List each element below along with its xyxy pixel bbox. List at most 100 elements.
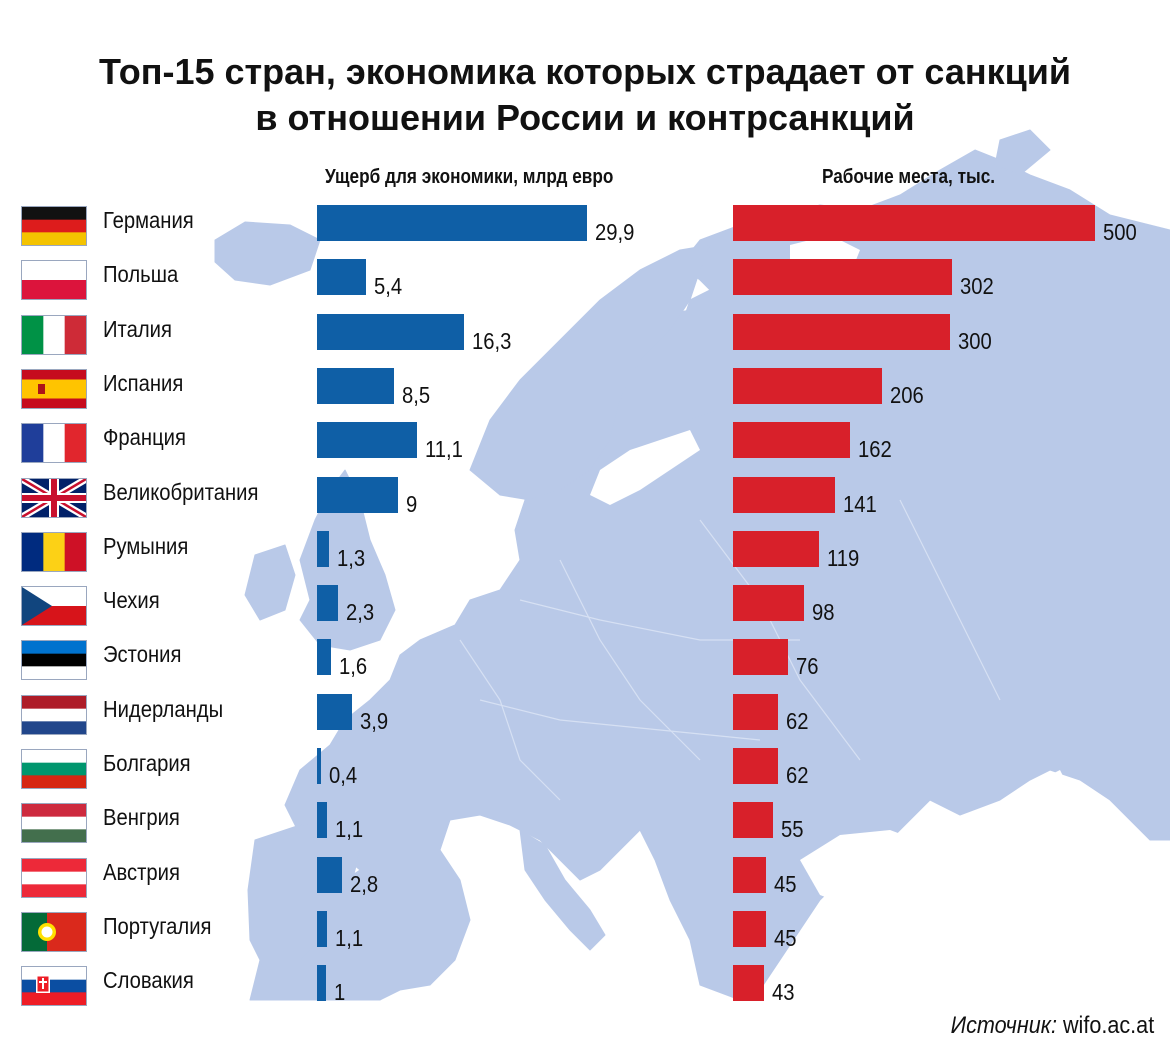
- damage-bar: [317, 856, 343, 893]
- jobs-value-label: 302: [959, 273, 994, 300]
- damage-value-label: 1,1: [334, 816, 364, 843]
- jobs-bar: [733, 476, 836, 513]
- damage-bar: [317, 965, 327, 1002]
- poland-flag-icon: [22, 261, 86, 300]
- jobs-bar: [733, 530, 820, 567]
- damage-bar: [317, 530, 329, 567]
- damage-value-label: 16,3: [472, 327, 512, 354]
- damage-bar: [317, 639, 332, 676]
- jobs-value-label: 43: [772, 979, 795, 1006]
- jobs-bar: [733, 748, 778, 784]
- damage-bar: [317, 476, 399, 513]
- damage-bar: [317, 205, 587, 241]
- country-label: Германия: [103, 207, 194, 233]
- jobs-bar: [733, 856, 766, 893]
- country-label: Чехия: [103, 587, 160, 614]
- damage-value-label: 2,3: [345, 599, 374, 626]
- chart-row: Чехия 2,3 98: [0, 585, 1170, 639]
- source-note: Источник: wifo.ac.at: [950, 1012, 1154, 1040]
- damage-value-label: 11,1: [425, 436, 464, 463]
- chart-row: Испания 8,5 206: [0, 367, 1170, 422]
- damage-bar: [317, 313, 465, 350]
- jobs-bar: [733, 965, 765, 1002]
- damage-value-label: 0,4: [329, 762, 358, 788]
- slovakia-flag-icon: [22, 967, 86, 1006]
- country-label: Польша: [103, 261, 179, 288]
- damage-bar: [317, 367, 394, 404]
- jobs-value-label: 141: [843, 490, 877, 517]
- estonia-flag-icon: [22, 641, 86, 680]
- jobs-bar: [733, 259, 952, 296]
- chart-row: Италия 16,3 300: [0, 313, 1170, 368]
- jobs-bar: [733, 693, 778, 730]
- source-value: wifo.ac.at: [1062, 1012, 1154, 1039]
- country-label: Венгрия: [103, 804, 180, 831]
- uk-flag-icon: [22, 478, 86, 517]
- chart-row: Венгрия 1,1 55: [0, 802, 1170, 856]
- chart-row: Франция 11,1 162: [0, 422, 1170, 476]
- jobs-value-label: 119: [827, 544, 860, 571]
- czechia-flag-icon: [22, 587, 86, 626]
- jobs-bar: [733, 802, 773, 839]
- jobs-value-label: 206: [890, 381, 924, 408]
- damage-value-label: 1,6: [339, 653, 368, 680]
- jobs-bar: [733, 422, 851, 459]
- damage-bar: [317, 802, 327, 839]
- jobs-value-label: 98: [811, 599, 835, 626]
- damage-value-label: 1,3: [336, 544, 365, 571]
- chart-row: Румыния 1,3 119: [0, 530, 1170, 585]
- jobs-column-title: Рабочие места, тыс.: [822, 166, 996, 188]
- netherlands-flag-icon: [22, 695, 86, 734]
- damage-bar: [317, 693, 353, 730]
- jobs-bar: [733, 639, 789, 676]
- country-label: Словакия: [103, 967, 194, 994]
- jobs-value-label: 55: [780, 816, 804, 843]
- damage-value-label: 3,9: [360, 707, 389, 734]
- country-label: Австрия: [103, 858, 180, 885]
- source-label: Источник:: [950, 1012, 1057, 1039]
- chart-row: Австрия 2,8 45: [0, 856, 1170, 911]
- jobs-value-label: 76: [796, 653, 819, 680]
- germany-flag-icon: [22, 207, 86, 245]
- country-label: Испания: [103, 369, 184, 396]
- country-label: Португалия: [103, 912, 212, 939]
- jobs-bar: [733, 313, 951, 350]
- country-label: Нидерланды: [103, 695, 224, 722]
- bulgaria-flag-icon: [22, 750, 86, 788]
- damage-bar: [317, 910, 327, 947]
- damage-column-title: Ущерб для экономики, млрд евро: [325, 166, 614, 188]
- jobs-bar: [733, 205, 1095, 241]
- jobs-value-label: 162: [858, 436, 893, 463]
- country-label: Италия: [103, 315, 172, 342]
- romania-flag-icon: [22, 532, 86, 571]
- jobs-value-label: 45: [773, 870, 797, 897]
- italy-flag-icon: [22, 315, 86, 354]
- chart-row: Португалия 1,1 45: [0, 910, 1170, 965]
- jobs-bar: [733, 910, 766, 947]
- country-label: Франция: [103, 424, 186, 451]
- damage-value-label: 9: [406, 490, 418, 517]
- damage-bar: [317, 748, 321, 784]
- country-label: Румыния: [103, 532, 189, 559]
- chart-row: Словакия 1 43: [0, 965, 1170, 1019]
- chart-row: Великобритания 9 141: [0, 476, 1170, 531]
- damage-bar: [317, 259, 366, 296]
- damage-bar: [317, 585, 338, 622]
- jobs-value-label: 62: [785, 707, 809, 734]
- jobs-bar: [733, 367, 883, 404]
- chart-row: Польша 5,4 302: [0, 259, 1170, 313]
- country-label: Болгария: [103, 750, 191, 776]
- country-label: Великобритания: [103, 478, 259, 505]
- hungary-flag-icon: [22, 804, 86, 843]
- chart-row: Нидерланды 3,9 62: [0, 693, 1170, 748]
- damage-value-label: 8,5: [401, 381, 430, 408]
- austria-flag-icon: [22, 858, 86, 897]
- chart-row: Германия 29,9 500: [0, 205, 1170, 259]
- chart-title-line-2: в отношении России и контрсанкций: [255, 97, 915, 138]
- jobs-value-label: 300: [958, 327, 992, 354]
- jobs-value-label: 62: [785, 762, 809, 788]
- chart-title-line-1: Топ-15 стран, экономика которых страдает…: [99, 51, 1071, 92]
- jobs-bar: [733, 585, 804, 622]
- chart-row: Эстония 1,6 76: [0, 639, 1170, 693]
